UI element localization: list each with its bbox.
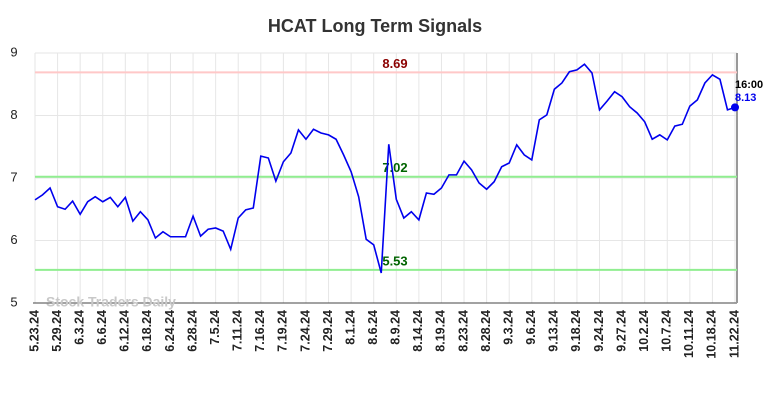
x-tick-label: 6.28.24 <box>185 310 199 352</box>
x-tick-label: 10.7.24 <box>660 310 674 352</box>
x-tick-label: 8.23.24 <box>456 310 470 352</box>
x-tick-label: 9.24.24 <box>592 310 606 352</box>
x-tick-label: 8.9.24 <box>389 310 403 345</box>
x-tick-label: 6.12.24 <box>118 310 132 352</box>
x-tick-label: 10.18.24 <box>705 310 719 359</box>
chart-title: HCAT Long Term Signals <box>268 16 482 36</box>
x-tick-label: 9.13.24 <box>547 310 561 352</box>
y-tick-label: 8 <box>10 107 17 122</box>
x-tick-label: 7.24.24 <box>298 310 312 352</box>
x-tick-label: 7.11.24 <box>231 310 245 351</box>
x-tick-label: 10.11.24 <box>682 310 696 358</box>
signal-label: 7.02 <box>382 160 407 175</box>
x-tick-label: 9.3.24 <box>501 310 515 345</box>
x-tick-label: 5.23.24 <box>27 310 41 352</box>
y-tick-label: 9 <box>10 44 17 59</box>
x-tick-label: 5.29.24 <box>50 310 64 352</box>
x-tick-label: 9.27.24 <box>614 310 628 352</box>
x-tick-label: 8.1.24 <box>343 310 357 345</box>
x-tick-label: 8.28.24 <box>479 310 493 352</box>
y-tick-label: 7 <box>10 169 17 184</box>
x-tick-label: 8.19.24 <box>434 310 448 352</box>
x-tick-label: 7.29.24 <box>321 310 335 352</box>
x-tick-label: 8.14.24 <box>411 310 425 352</box>
x-tick-label: 7.16.24 <box>253 310 267 352</box>
signal-label: 5.53 <box>382 253 407 268</box>
x-tick-label: 7.19.24 <box>276 310 290 352</box>
x-tick-label: 6.3.24 <box>72 310 86 345</box>
x-tick-label: 6.24.24 <box>163 310 177 352</box>
signal-label: 8.69 <box>382 56 407 71</box>
x-tick-label: 6.6.24 <box>95 310 109 345</box>
x-tick-label: 9.18.24 <box>569 310 583 352</box>
price-line <box>34 63 736 274</box>
x-tick-label: 6.18.24 <box>140 310 154 352</box>
x-tick-label: 11.22.24 <box>727 310 741 358</box>
watermark: Stock Traders Daily <box>46 294 176 310</box>
last-value: 8.13 <box>735 92 756 104</box>
last-point <box>731 103 739 112</box>
x-tick-label: 9.6.24 <box>524 310 538 345</box>
x-tick-label: 10.2.24 <box>637 310 651 352</box>
x-tick-label: 7.5.24 <box>208 310 222 345</box>
x-tick-label: 8.6.24 <box>366 310 380 345</box>
last-time: 16:00 <box>735 79 763 91</box>
y-tick-label: 5 <box>10 294 17 309</box>
y-tick-label: 6 <box>10 232 17 247</box>
